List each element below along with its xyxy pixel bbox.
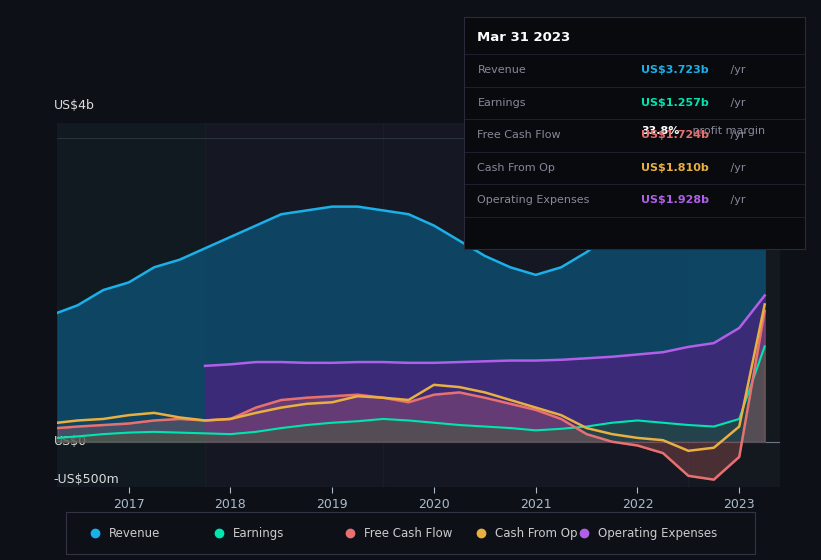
Bar <box>383 123 688 487</box>
Text: Earnings: Earnings <box>478 98 526 108</box>
Text: 33.8%: 33.8% <box>641 125 680 136</box>
Text: US$1.810b: US$1.810b <box>641 163 709 173</box>
Text: /yr: /yr <box>727 163 745 173</box>
Text: /yr: /yr <box>727 98 745 108</box>
Text: Free Cash Flow: Free Cash Flow <box>364 527 452 540</box>
Text: US$1.928b: US$1.928b <box>641 195 709 206</box>
Text: Cash From Op: Cash From Op <box>478 163 555 173</box>
Text: US$0: US$0 <box>54 435 87 448</box>
Text: US$3.723b: US$3.723b <box>641 66 709 75</box>
Text: Free Cash Flow: Free Cash Flow <box>478 130 561 141</box>
Text: US$1.724b: US$1.724b <box>641 130 709 141</box>
Bar <box>205 123 383 487</box>
Text: profit margin: profit margin <box>689 125 765 136</box>
Text: /yr: /yr <box>727 130 745 141</box>
Text: Revenue: Revenue <box>478 66 526 75</box>
Text: Revenue: Revenue <box>108 527 160 540</box>
Text: -US$500m: -US$500m <box>54 473 120 486</box>
Text: Operating Expenses: Operating Expenses <box>598 527 718 540</box>
Text: Cash From Op: Cash From Op <box>494 527 577 540</box>
Text: Mar 31 2023: Mar 31 2023 <box>478 31 571 44</box>
Text: US$1.257b: US$1.257b <box>641 98 709 108</box>
Text: Earnings: Earnings <box>232 527 284 540</box>
Text: /yr: /yr <box>727 66 745 75</box>
Bar <box>57 123 205 487</box>
Text: US$4b: US$4b <box>54 99 94 112</box>
Text: Operating Expenses: Operating Expenses <box>478 195 589 206</box>
Text: /yr: /yr <box>727 195 745 206</box>
Bar <box>688 123 780 487</box>
